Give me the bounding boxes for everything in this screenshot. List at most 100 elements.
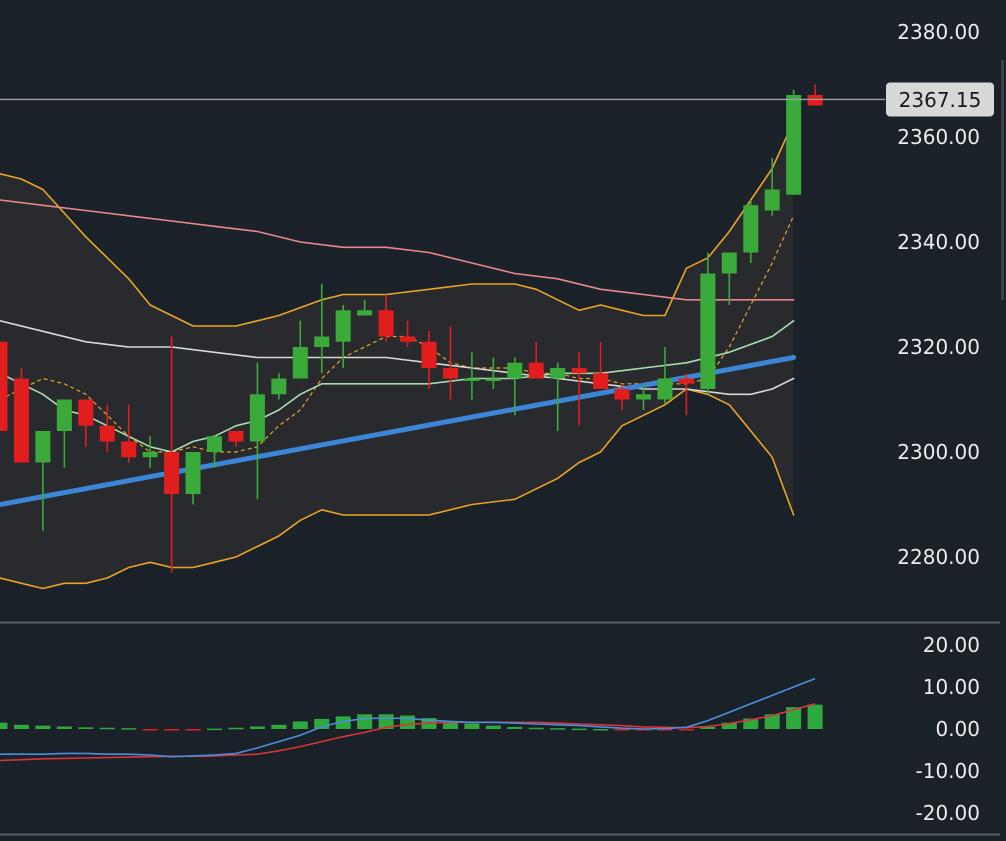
candle-body bbox=[678, 378, 694, 384]
price-tick-label: 2360.00 bbox=[897, 125, 980, 149]
candle-body bbox=[700, 273, 716, 389]
last-price-line: 2367.15 bbox=[0, 82, 994, 117]
macd-hist-bar bbox=[35, 725, 51, 729]
candle-body bbox=[764, 189, 780, 211]
candle-body bbox=[378, 310, 394, 337]
macd-tick-label: 20.00 bbox=[923, 633, 980, 657]
price-axis: 2380.00 2360.00 2340.00 2320.00 2300.00 2280.… bbox=[897, 20, 980, 569]
macd-hist-bar bbox=[142, 729, 158, 731]
macd-hist-bar bbox=[228, 727, 244, 730]
macd-hist-bar bbox=[807, 704, 823, 729]
macd-tick-label: -20.00 bbox=[916, 801, 980, 825]
macd-hist-bar bbox=[271, 724, 287, 729]
candle-body bbox=[400, 336, 416, 342]
macd-hist-bar bbox=[292, 721, 308, 729]
line-upper_envelope bbox=[0, 199, 795, 301]
line-ma_light_green bbox=[0, 320, 795, 453]
macd-hist-bar bbox=[99, 727, 115, 730]
candle-body bbox=[121, 441, 137, 458]
macd-hist-bar bbox=[121, 728, 137, 730]
macd-hist-bar bbox=[678, 729, 694, 731]
price-tick-label: 2280.00 bbox=[897, 545, 980, 569]
macd-hist-bar bbox=[743, 718, 759, 729]
candle-body bbox=[13, 378, 29, 463]
macd-hist-bar bbox=[485, 725, 501, 729]
macd-hist-bar bbox=[593, 729, 609, 731]
candle-body bbox=[35, 431, 51, 463]
macd-hist-bar bbox=[550, 728, 566, 730]
price-tick-label: 2340.00 bbox=[897, 230, 980, 254]
candle-body bbox=[614, 389, 630, 400]
candle-body bbox=[0, 341, 8, 431]
line-lower_band_outer bbox=[0, 388, 795, 590]
macd-hist-bar bbox=[700, 726, 716, 729]
candle-body bbox=[721, 252, 737, 274]
candle-body bbox=[99, 425, 115, 442]
macd-hist-bar bbox=[78, 727, 94, 729]
candle-body bbox=[314, 336, 330, 347]
last-price-label: 2367.15 bbox=[899, 88, 982, 112]
macd-panel: 20.00 10.00 0.00 -10.00 -20.00 bbox=[0, 633, 980, 825]
candle-body bbox=[657, 378, 673, 400]
macd-hist-bar bbox=[614, 729, 630, 731]
macd-hist-bar bbox=[721, 722, 737, 729]
macd-hist-bar bbox=[164, 729, 180, 731]
candle-body bbox=[228, 431, 244, 442]
candle-body bbox=[56, 399, 72, 431]
macd-tick-label: 0.00 bbox=[935, 717, 980, 741]
macd-hist-bar bbox=[400, 715, 416, 729]
candle-body bbox=[786, 95, 802, 195]
macd-hist-bar bbox=[335, 716, 351, 729]
price-tick-label: 2380.00 bbox=[897, 20, 980, 44]
candle-body bbox=[507, 362, 523, 379]
candle-body bbox=[142, 452, 158, 458]
candle-body bbox=[335, 310, 351, 342]
price-tick-label: 2320.00 bbox=[897, 335, 980, 359]
macd-hist-bar bbox=[657, 729, 673, 731]
candles bbox=[0, 84, 823, 573]
macd-hist-bar bbox=[571, 728, 587, 731]
price-tick-label: 2300.00 bbox=[897, 440, 980, 464]
candle-body bbox=[485, 378, 501, 381]
candle-body bbox=[249, 394, 265, 442]
line-upper_band_outer bbox=[0, 120, 795, 327]
macd-hist-bar bbox=[764, 714, 780, 729]
macd-hist-bar bbox=[56, 726, 72, 729]
candle-body bbox=[271, 378, 287, 395]
macd-hist-bar bbox=[786, 707, 802, 729]
candle-body bbox=[550, 368, 566, 379]
macd-hist-bar bbox=[507, 726, 523, 729]
candle-body bbox=[78, 399, 94, 426]
last-price-label-box bbox=[886, 82, 994, 117]
macd-hist-bar bbox=[185, 729, 201, 731]
candle-body bbox=[593, 373, 609, 389]
price-panel: 2367.15 2380.00 2360.00 2340.00 2320.00 2300… bbox=[0, 20, 994, 590]
macd-hist-bar bbox=[249, 726, 265, 729]
macd-tick-label: -10.00 bbox=[916, 759, 980, 783]
macd-lines bbox=[0, 677, 816, 762]
macd-line bbox=[0, 677, 816, 758]
candle-body bbox=[292, 347, 308, 379]
candle-body bbox=[636, 394, 651, 400]
macd-hist-bar bbox=[13, 724, 29, 729]
macd-hist-bar bbox=[207, 728, 222, 731]
candle-body bbox=[357, 310, 373, 316]
macd-hist-bar bbox=[442, 721, 458, 729]
macd-hist-bar bbox=[528, 727, 544, 730]
candle-body bbox=[185, 452, 201, 494]
macd-tick-label: 10.00 bbox=[923, 675, 980, 699]
macd-hist-bar bbox=[357, 714, 373, 729]
candle-body bbox=[207, 436, 222, 452]
candle-body bbox=[164, 452, 180, 494]
candle-body bbox=[442, 368, 458, 379]
macd-hist-bar bbox=[0, 722, 8, 729]
candle-body bbox=[464, 378, 480, 381]
candle-body bbox=[421, 341, 437, 368]
macd-hist-bar bbox=[464, 723, 480, 729]
macd-axis: 20.00 10.00 0.00 -10.00 -20.00 bbox=[916, 633, 980, 825]
candle-body bbox=[807, 95, 823, 106]
candle-body bbox=[743, 205, 759, 253]
candle-body bbox=[571, 368, 587, 374]
candle-body bbox=[528, 362, 544, 379]
